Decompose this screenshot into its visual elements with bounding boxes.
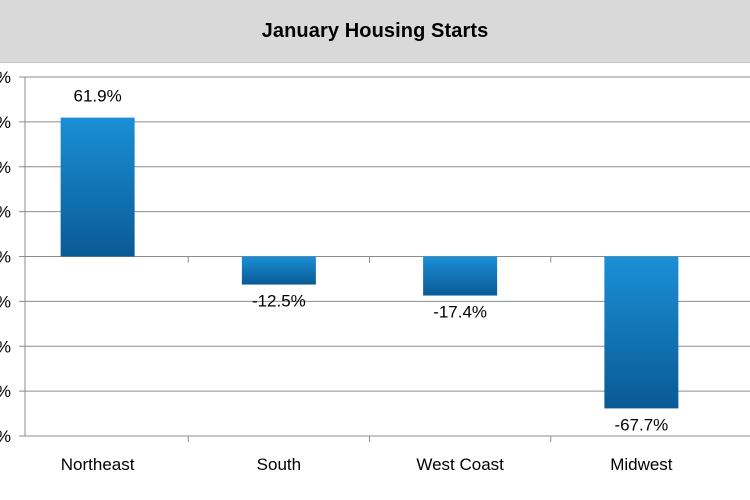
data-labels: 61.9% -12.5% -17.4% -67.7%: [74, 87, 669, 435]
y-tick-label: -80%: [0, 427, 11, 446]
bar-midwest: [604, 256, 679, 409]
y-axis-tick-labels: 80% 60% 40% 20% 0% -20% -40% -60% -80%: [0, 68, 11, 446]
data-label: -17.4%: [433, 303, 487, 322]
y-tick-label: 60%: [0, 113, 11, 132]
y-tick-label: -20%: [0, 292, 11, 311]
y-tick-label: 0%: [0, 248, 11, 267]
bar-west-coast: [423, 256, 498, 296]
y-tick-label: 80%: [0, 68, 11, 87]
y-tick-label: 20%: [0, 203, 11, 222]
data-label: 61.9%: [74, 87, 122, 106]
bar-northeast: [60, 117, 135, 257]
chart-title: January Housing Starts: [261, 20, 489, 42]
category-label: Midwest: [610, 455, 673, 474]
data-label: -67.7%: [614, 415, 668, 434]
category-label: South: [257, 455, 301, 474]
y-tick-label: -60%: [0, 382, 11, 401]
data-label: -12.5%: [252, 292, 306, 311]
category-label: Northeast: [61, 455, 135, 474]
y-tick-label: 40%: [0, 158, 11, 177]
bars: [60, 117, 679, 409]
title-bar: January Housing Starts: [0, 0, 750, 63]
y-tick-label: -40%: [0, 337, 11, 356]
category-label: West Coast: [416, 455, 504, 474]
bar-south: [241, 256, 316, 285]
x-axis-category-labels: Northeast South West Coast Midwest: [61, 455, 673, 474]
